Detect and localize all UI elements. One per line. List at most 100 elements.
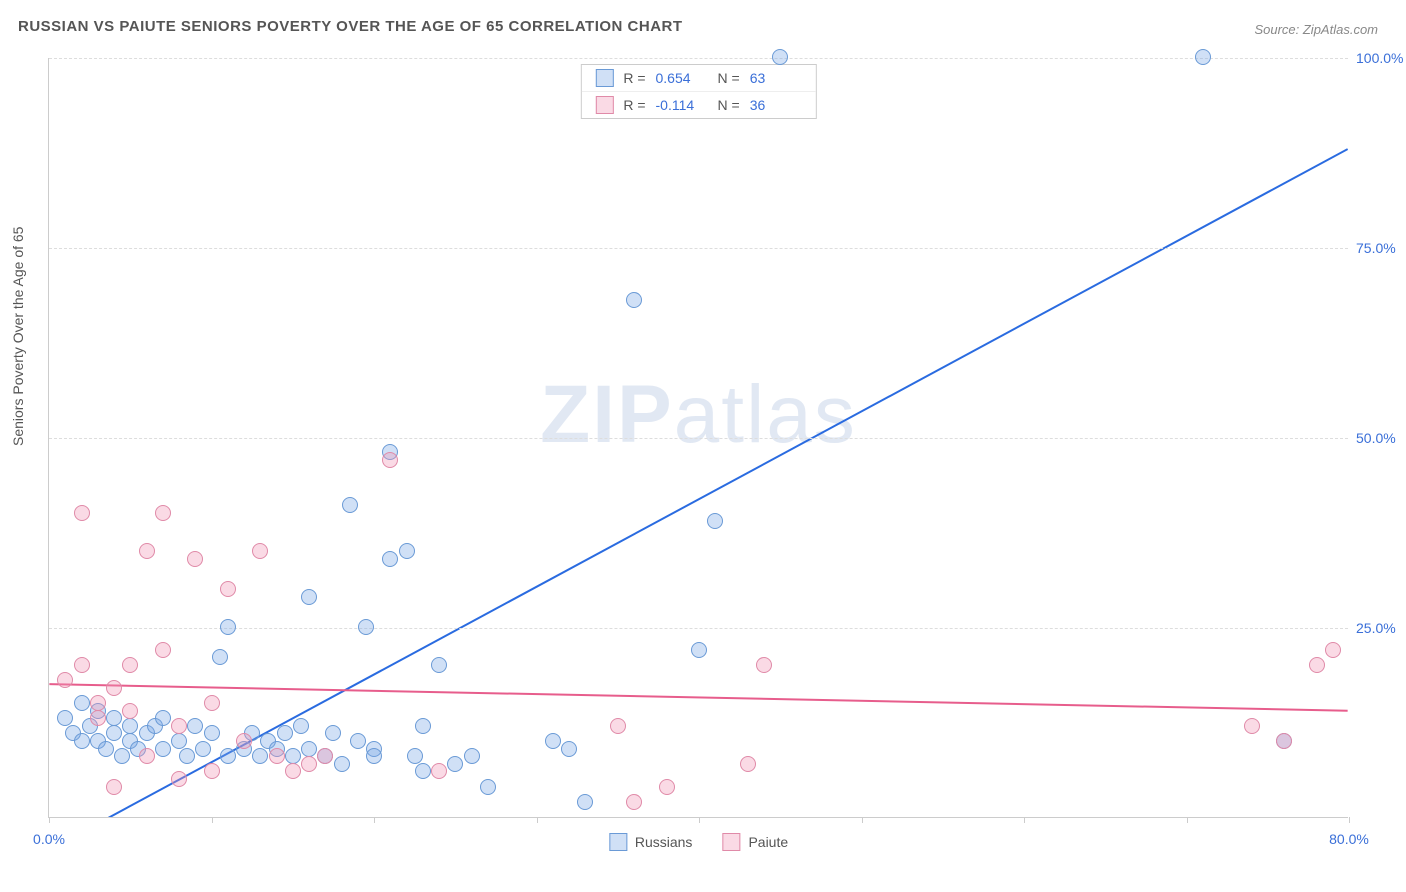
data-point [659, 779, 675, 795]
data-point [293, 718, 309, 734]
gridline [49, 58, 1348, 59]
data-point [171, 718, 187, 734]
n-label: N = [718, 97, 740, 113]
source-attribution: Source: ZipAtlas.com [1254, 22, 1378, 37]
x-tick [699, 817, 700, 823]
trend-line [82, 149, 1348, 817]
data-point [57, 672, 73, 688]
chart-title: RUSSIAN VS PAIUTE SENIORS POVERTY OVER T… [18, 18, 683, 35]
data-point [447, 756, 463, 772]
data-point [155, 505, 171, 521]
data-point [106, 779, 122, 795]
data-point [204, 725, 220, 741]
x-tick [537, 817, 538, 823]
data-point [707, 513, 723, 529]
data-point [285, 748, 301, 764]
data-point [155, 710, 171, 726]
data-point [195, 741, 211, 757]
data-point [252, 748, 268, 764]
n-value: 63 [750, 70, 802, 86]
data-point [334, 756, 350, 772]
data-point [772, 49, 788, 65]
trend-line [49, 684, 1347, 711]
data-point [325, 725, 341, 741]
legend-label: Paiute [748, 834, 788, 850]
stats-legend-row: R = -0.114 N = 36 [581, 92, 815, 118]
data-point [204, 763, 220, 779]
data-point [577, 794, 593, 810]
data-point [399, 543, 415, 559]
data-point [171, 733, 187, 749]
data-point [415, 763, 431, 779]
data-point [106, 680, 122, 696]
data-point [358, 619, 374, 635]
data-point [382, 551, 398, 567]
data-point [122, 718, 138, 734]
plot-area: ZIPatlas R =0.654N =63R =-0.114N =36 Rus… [48, 58, 1348, 818]
y-tick-label: 25.0% [1356, 620, 1406, 636]
data-point [561, 741, 577, 757]
data-point [187, 718, 203, 734]
n-label: N = [718, 70, 740, 86]
data-point [236, 733, 252, 749]
data-point [252, 543, 268, 559]
legend-swatch [595, 69, 613, 87]
data-point [545, 733, 561, 749]
n-value: 36 [750, 97, 802, 113]
data-point [155, 741, 171, 757]
x-tick [1349, 817, 1350, 823]
x-tick [212, 817, 213, 823]
data-point [366, 748, 382, 764]
r-value: 0.654 [656, 70, 708, 86]
r-label: R = [623, 97, 645, 113]
data-point [171, 771, 187, 787]
data-point [277, 725, 293, 741]
data-point [610, 718, 626, 734]
data-point [114, 748, 130, 764]
data-point [301, 756, 317, 772]
data-point [407, 748, 423, 764]
data-point [350, 733, 366, 749]
y-tick-label: 75.0% [1356, 240, 1406, 256]
gridline [49, 438, 1348, 439]
r-value: -0.114 [656, 97, 708, 113]
x-tick [1024, 817, 1025, 823]
x-tick [862, 817, 863, 823]
data-point [382, 452, 398, 468]
data-point [74, 695, 90, 711]
stats-legend: R = 0.654 N = 63 R = -0.114 N = 36 [580, 64, 816, 119]
data-point [317, 748, 333, 764]
legend-swatch [595, 96, 613, 114]
data-point [139, 543, 155, 559]
legend-item: Russians [609, 833, 693, 851]
data-point [691, 642, 707, 658]
legend-swatch [722, 833, 740, 851]
legend-swatch [609, 833, 627, 851]
x-tick-label: 0.0% [33, 831, 65, 847]
y-axis-label: Seniors Poverty Over the Age of 65 [10, 227, 26, 446]
data-point [301, 589, 317, 605]
data-point [122, 657, 138, 673]
data-point [480, 779, 496, 795]
r-label: R = [623, 70, 645, 86]
data-point [106, 710, 122, 726]
data-point [90, 695, 106, 711]
data-point [57, 710, 73, 726]
data-point [285, 763, 301, 779]
data-point [415, 718, 431, 734]
data-point [301, 741, 317, 757]
data-point [269, 748, 285, 764]
data-point [464, 748, 480, 764]
data-point [756, 657, 772, 673]
data-point [1276, 733, 1292, 749]
data-point [431, 657, 447, 673]
y-tick-label: 100.0% [1356, 50, 1406, 66]
data-point [106, 725, 122, 741]
gridline [49, 628, 1348, 629]
data-point [220, 581, 236, 597]
data-point [74, 505, 90, 521]
y-tick-label: 50.0% [1356, 430, 1406, 446]
x-tick-label: 80.0% [1329, 831, 1369, 847]
data-point [740, 756, 756, 772]
data-point [1195, 49, 1211, 65]
